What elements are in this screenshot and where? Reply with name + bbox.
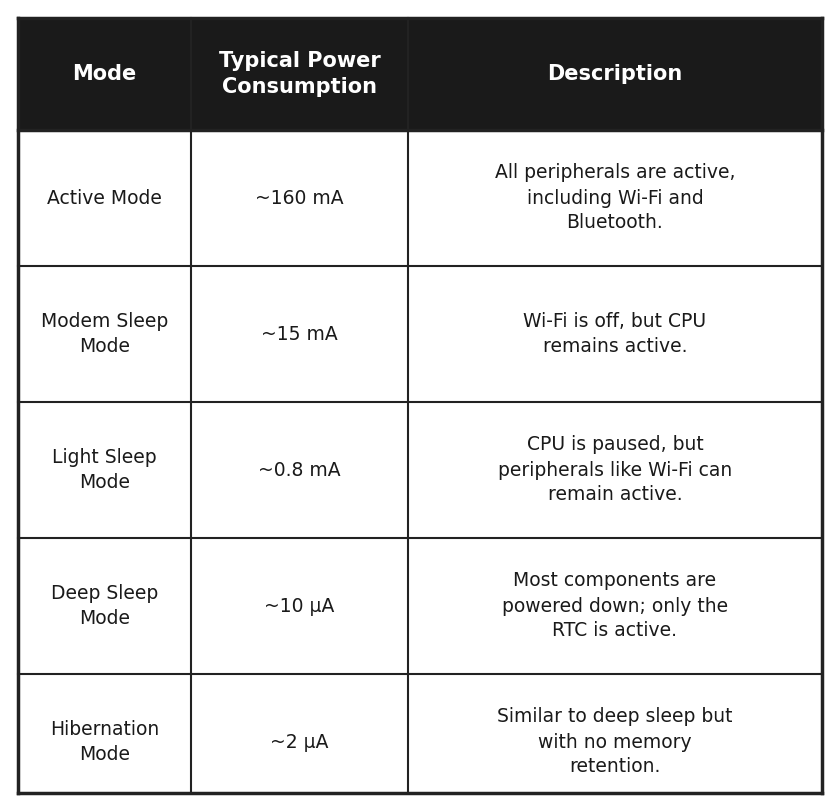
Bar bbox=[191, 18, 408, 130]
Bar bbox=[408, 402, 822, 538]
Text: Deep Sleep
Mode: Deep Sleep Mode bbox=[50, 584, 158, 628]
Text: Mode: Mode bbox=[72, 64, 137, 84]
Bar bbox=[18, 266, 191, 402]
Text: ~160 mA: ~160 mA bbox=[255, 188, 344, 208]
Bar bbox=[191, 130, 408, 266]
Text: Active Mode: Active Mode bbox=[47, 188, 162, 208]
Text: Description: Description bbox=[548, 64, 683, 84]
Text: Typical Power
Consumption: Typical Power Consumption bbox=[218, 51, 381, 97]
Bar bbox=[408, 18, 822, 130]
Bar bbox=[408, 266, 822, 402]
Text: ~10 μA: ~10 μA bbox=[265, 597, 334, 616]
Bar bbox=[18, 130, 191, 266]
Bar bbox=[408, 130, 822, 266]
Bar bbox=[18, 18, 191, 130]
Bar bbox=[191, 402, 408, 538]
Bar bbox=[191, 674, 408, 810]
Text: ~15 mA: ~15 mA bbox=[261, 324, 338, 344]
Text: Hibernation
Mode: Hibernation Mode bbox=[50, 720, 159, 764]
Text: Light Sleep
Mode: Light Sleep Mode bbox=[52, 448, 157, 492]
Text: Similar to deep sleep but
with no memory
retention.: Similar to deep sleep but with no memory… bbox=[497, 707, 732, 776]
Bar bbox=[408, 674, 822, 810]
Bar bbox=[408, 538, 822, 674]
Bar bbox=[18, 674, 191, 810]
Bar bbox=[18, 538, 191, 674]
Text: ~0.8 mA: ~0.8 mA bbox=[258, 461, 341, 479]
Text: Wi-Fi is off, but CPU
remains active.: Wi-Fi is off, but CPU remains active. bbox=[523, 312, 706, 356]
Text: ~2 μA: ~2 μA bbox=[270, 732, 328, 752]
Bar bbox=[18, 402, 191, 538]
Text: CPU is paused, but
peripherals like Wi-Fi can
remain active.: CPU is paused, but peripherals like Wi-F… bbox=[498, 436, 732, 504]
Text: Most components are
powered down; only the
RTC is active.: Most components are powered down; only t… bbox=[502, 572, 728, 641]
Text: All peripherals are active,
including Wi-Fi and
Bluetooth.: All peripherals are active, including Wi… bbox=[495, 164, 735, 233]
Text: Modem Sleep
Mode: Modem Sleep Mode bbox=[41, 312, 168, 356]
Bar bbox=[191, 266, 408, 402]
Bar bbox=[191, 538, 408, 674]
